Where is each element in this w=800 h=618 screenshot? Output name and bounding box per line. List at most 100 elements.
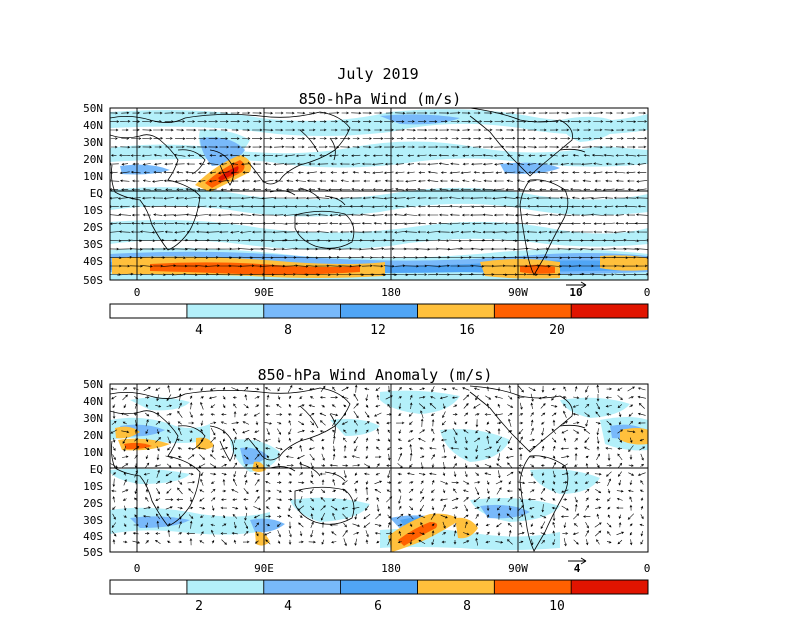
wind-vector-arrow: [562, 481, 568, 484]
wind-vector-arrow: [526, 179, 537, 183]
wind-vector-arrow: [373, 230, 382, 234]
wind-vector-arrow: [119, 171, 130, 175]
wind-vector-arrow: [580, 213, 593, 217]
wind-vector-arrow: [371, 196, 384, 200]
wind-vector-arrow: [343, 412, 346, 416]
wind-vector-arrow: [474, 506, 480, 510]
wind-vector-arrow: [337, 213, 352, 217]
wind-vector-arrow: [530, 402, 534, 409]
wind-vector-arrow: [527, 145, 538, 149]
wind-vector-arrow: [317, 213, 328, 217]
wind-vector-arrow: [111, 145, 118, 149]
wind-vector-arrow: [123, 404, 127, 409]
wind-vector-arrow: [561, 489, 569, 493]
wind-vector-arrow: [431, 437, 435, 442]
wind-vector-arrow: [453, 436, 457, 444]
wind-vector-arrow: [549, 171, 558, 174]
wind-vector-arrow: [614, 205, 625, 208]
wind-vector-arrow: [299, 396, 303, 400]
wind-vector-arrow: [430, 413, 435, 416]
wind-vector-arrow: [178, 470, 182, 478]
wind-vector-arrow: [298, 387, 304, 391]
wind-vector-arrow: [230, 111, 240, 115]
wind-vector-arrow: [450, 120, 460, 123]
wind-vector-arrow: [374, 532, 381, 535]
wind-vector-arrow: [285, 111, 295, 115]
wind-vector-arrow: [530, 412, 534, 417]
wind-vector-arrow: [508, 529, 512, 537]
wind-vector-arrow: [112, 478, 116, 488]
wind-vector-arrow: [255, 489, 259, 493]
wind-vector-arrow: [398, 523, 403, 527]
wind-vector-arrow: [420, 522, 424, 528]
wind-vector-arrow: [376, 540, 380, 544]
wind-vector-arrow: [349, 205, 362, 208]
wind-vector-arrow: [238, 247, 254, 251]
wind-vector-arrow: [617, 395, 623, 401]
wind-vector-arrow: [409, 505, 414, 511]
wind-vector-arrow: [143, 111, 152, 115]
wind-vector-arrow: [155, 387, 161, 391]
wind-vector-arrow: [227, 205, 242, 209]
wind-vector-arrow: [640, 539, 644, 545]
wind-vector-arrow: [618, 421, 622, 426]
wind-vector-arrow: [331, 540, 337, 544]
wind-vector-arrow: [141, 196, 152, 200]
wind-vector-arrow: [253, 120, 262, 123]
wind-vector-arrow: [154, 145, 162, 149]
wind-vector-arrow: [570, 230, 581, 234]
wind-vector-arrow: [541, 427, 545, 436]
wind-vector-arrow: [254, 478, 260, 486]
wind-vector-arrow: [636, 180, 648, 183]
wind-vector-arrow: [408, 498, 413, 501]
wind-vector-arrow: [145, 429, 149, 435]
wind-vector-arrow: [450, 446, 459, 450]
wind-vector-arrow: [451, 497, 459, 501]
wind-vector-arrow: [252, 264, 263, 268]
wind-vector-arrow: [294, 222, 307, 225]
wind-vector-arrow: [384, 230, 393, 234]
wind-vector-arrow: [441, 455, 447, 459]
wind-vector-arrow: [288, 489, 292, 493]
wind-vector-arrow: [175, 196, 184, 200]
wind-vector-arrow: [351, 128, 362, 132]
wind-vector-arrow: [607, 438, 611, 443]
wind-vector-arrow: [373, 137, 384, 140]
wind-vector-arrow: [405, 179, 417, 183]
wind-vector-arrow: [473, 496, 481, 503]
wind-vector-arrow: [583, 154, 590, 157]
wind-vector-arrow: [540, 464, 545, 467]
lat-label: 40N: [83, 119, 103, 132]
wind-vector-arrow: [308, 404, 315, 408]
wind-vector-arrow: [530, 419, 534, 426]
wind-vector-arrow: [549, 145, 560, 149]
wind-vector-arrow: [165, 145, 174, 149]
wind-vector-arrow: [617, 447, 623, 450]
wind-vector-arrow: [475, 429, 479, 434]
wind-vector-arrow: [130, 196, 141, 200]
lon-label: 90W: [508, 562, 528, 575]
wind-vector-arrow: [475, 487, 480, 496]
wind-vector-arrow: [418, 403, 426, 409]
wind-vector-arrow: [442, 443, 445, 453]
wind-vector-arrow: [266, 472, 271, 476]
wind-vector-arrow: [428, 222, 437, 225]
wind-vector-arrow: [173, 153, 186, 157]
wind-vector-arrow: [484, 111, 493, 115]
wind-vector-arrow: [417, 179, 426, 183]
wind-vector-arrow: [321, 489, 326, 494]
wind-vector-arrow: [253, 154, 260, 157]
wind-vector-arrow: [570, 120, 582, 123]
wind-vector-arrow: [373, 120, 383, 123]
wind-vector-arrow: [627, 145, 636, 149]
wind-vector-arrow: [429, 120, 438, 123]
wind-vector-arrow: [537, 213, 549, 217]
wind-vector-arrow: [552, 470, 556, 478]
wind-vector-arrow: [112, 539, 116, 545]
wind-vector-arrow: [563, 403, 567, 409]
wind-vector-arrow: [286, 188, 294, 191]
wind-vector-arrow: [206, 222, 219, 225]
wind-vector-arrow: [210, 481, 215, 484]
wind-vector-arrow: [438, 162, 449, 165]
wind-vector-arrow: [209, 154, 216, 157]
